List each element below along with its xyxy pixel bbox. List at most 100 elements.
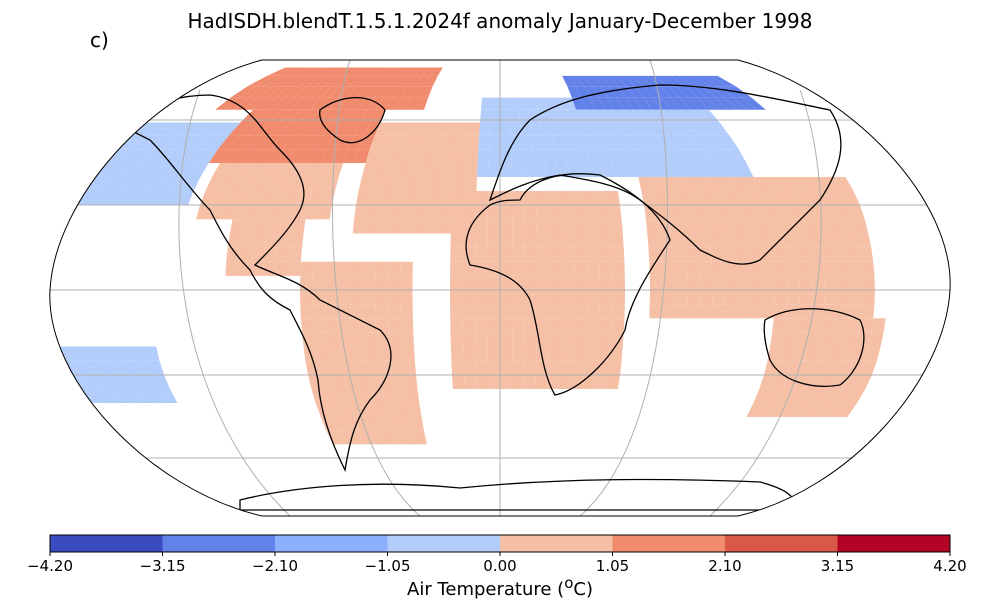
grid-cell — [300, 261, 314, 276]
grid-cell — [549, 332, 562, 347]
grid-cell — [821, 247, 836, 262]
grid-cell — [656, 162, 673, 177]
grid-cell — [463, 360, 476, 375]
grid-cell — [352, 219, 367, 234]
grid-cell — [282, 67, 307, 76]
grid-cell — [759, 247, 774, 262]
grid-cell — [402, 360, 416, 375]
grid-cell — [400, 318, 414, 333]
grid-cell — [572, 346, 586, 361]
grid-cell — [351, 332, 365, 347]
grid-cell — [733, 233, 748, 248]
grid-cell — [587, 261, 600, 276]
grid-cell — [323, 388, 339, 404]
grid-cell — [812, 360, 829, 375]
grid-cell — [382, 388, 397, 404]
grid-cell — [512, 346, 525, 361]
grid-cell — [365, 417, 381, 431]
grid-cell — [475, 318, 488, 333]
grid-cell — [569, 75, 585, 87]
grid-cell — [712, 191, 728, 206]
grid-cell — [831, 332, 847, 347]
grid-cell — [574, 290, 588, 305]
grid-cell — [699, 122, 720, 136]
grid-cell — [329, 86, 349, 98]
grid-cell — [298, 149, 316, 163]
grid-cell — [828, 346, 844, 361]
grid-cell — [797, 247, 812, 262]
grid-cell — [317, 360, 332, 375]
grid-cell — [395, 97, 411, 110]
grid-cell — [767, 219, 783, 234]
colorbar-tick-label: 0.00 — [483, 557, 517, 575]
grid-cell — [512, 219, 525, 234]
grid-cell — [443, 149, 457, 163]
grid-cell — [225, 261, 239, 276]
grid-cell — [686, 304, 700, 319]
grid-cell — [779, 346, 795, 361]
grid-cell — [380, 191, 394, 206]
grid-cell — [599, 261, 613, 276]
grid-cell — [531, 135, 544, 150]
grid-cell — [328, 346, 342, 361]
grid-cell — [329, 360, 344, 375]
grid-cell — [200, 191, 218, 206]
grid-cell — [500, 191, 512, 206]
grid-cell — [298, 75, 322, 87]
colorbar-tick-label: 3.15 — [820, 557, 855, 575]
grid-cell — [280, 109, 301, 123]
grid-cell — [463, 205, 476, 220]
grid-cell — [305, 205, 320, 220]
grid-cell — [301, 122, 321, 136]
grid-cell — [613, 109, 630, 123]
grid-cell — [399, 67, 415, 76]
grid-cell — [798, 261, 813, 276]
grid-cell — [378, 205, 392, 220]
grid-cell — [134, 176, 155, 192]
grid-cell — [239, 135, 260, 150]
grid-cell — [277, 233, 292, 248]
grid-cell — [240, 233, 255, 248]
grid-cell — [377, 219, 391, 234]
grid-cell — [476, 191, 489, 206]
grid-cell — [284, 191, 300, 206]
grid-cell — [450, 247, 463, 262]
grid-cell — [511, 374, 524, 389]
grid-cell — [256, 205, 272, 220]
grid-cell — [396, 162, 411, 177]
grid-cell — [836, 205, 853, 220]
grid-cell — [487, 318, 500, 333]
grid-cell — [490, 97, 500, 110]
grid-cell — [476, 374, 489, 389]
grid-cell — [757, 233, 773, 248]
grid-cell — [426, 219, 440, 234]
grid-cell — [556, 162, 570, 177]
grid-cell — [562, 290, 575, 305]
grid-cell — [131, 162, 153, 177]
grid-cell — [575, 86, 590, 98]
grid-cell — [434, 135, 448, 150]
grid-cell — [376, 149, 392, 163]
grid-cell — [574, 275, 588, 290]
grid-cell — [589, 122, 605, 136]
grid-cell — [264, 75, 291, 87]
grid-cell — [146, 388, 166, 404]
grid-cell — [389, 346, 403, 361]
panel-label: c) — [90, 28, 109, 52]
grid-cell — [626, 86, 644, 98]
grid-cell — [404, 374, 418, 389]
grid-cell — [354, 205, 368, 220]
grid-cell — [573, 233, 587, 248]
grid-cell — [361, 162, 377, 177]
grid-cell — [300, 275, 313, 290]
grid-cell — [735, 191, 752, 206]
grid-cell — [772, 318, 787, 333]
grid-cell — [424, 75, 438, 87]
grid-cell — [510, 135, 522, 150]
grid-cell — [743, 219, 758, 234]
grid-cell — [549, 304, 563, 319]
grid-cell — [619, 149, 635, 163]
grid-cell — [609, 346, 623, 361]
grid-cell — [367, 97, 384, 110]
grid-cell — [480, 109, 491, 123]
